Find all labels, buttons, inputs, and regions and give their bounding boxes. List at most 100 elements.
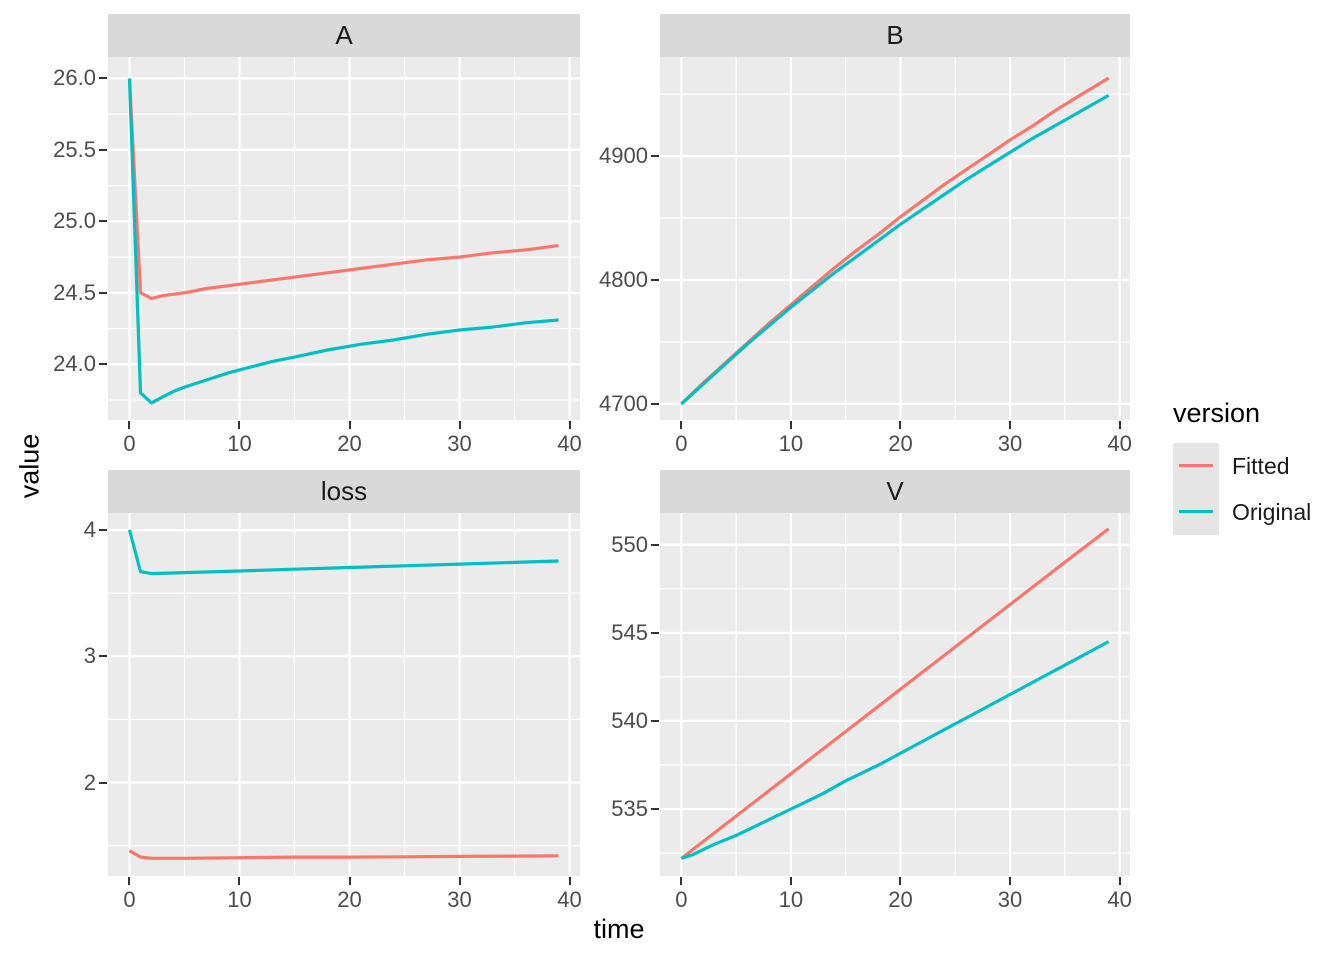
x-tick-label: 40 (1107, 887, 1132, 912)
x-tick-label: 30 (447, 887, 472, 912)
x-tick-mark (1118, 421, 1121, 429)
panel-background (108, 57, 580, 420)
legend-label-original: Original (1232, 498, 1312, 525)
x-tick-mark (899, 877, 902, 885)
series-line-original (127, 78, 559, 405)
fitted-line-swatch (1179, 464, 1213, 467)
x-tick-label: 0 (123, 431, 136, 456)
x-tick-label: 10 (778, 887, 804, 912)
legend-item-original: Original (1173, 489, 1311, 535)
facet-panel-b: B (660, 14, 1130, 420)
plot-area-loss (108, 513, 580, 876)
legend-key-original (1173, 489, 1219, 535)
y-tick-mark (651, 808, 659, 811)
legend-key-fitted (1173, 443, 1219, 489)
x-tick-mark (680, 877, 683, 885)
x-tick-label: 30 (997, 431, 1023, 456)
x-tick-label: 0 (123, 887, 136, 912)
series-line-original (680, 640, 1110, 860)
x-tick-label: 40 (557, 431, 582, 456)
series-line-fitted (127, 78, 559, 301)
facet-strip-b: B (660, 14, 1130, 57)
y-tick-label: 2 (83, 769, 96, 795)
y-tick-mark (99, 529, 107, 532)
x-tick-mark (348, 421, 351, 429)
legend-label-fitted: Fitted (1232, 452, 1290, 479)
x-tick-label: 40 (557, 887, 582, 912)
y-tick-label: 3 (83, 643, 96, 669)
y-tick-label: 25.5 (53, 136, 96, 162)
x-tick-mark (899, 421, 902, 429)
x-tick-mark (348, 877, 351, 885)
x-tick-mark (568, 421, 571, 429)
x-tick-label: 20 (888, 431, 913, 456)
x-tick-mark (128, 877, 131, 885)
x-tick-label: 0 (675, 431, 688, 456)
x-tick-label: 30 (447, 431, 472, 456)
x-tick-mark (1118, 877, 1121, 885)
x-tick-mark (568, 877, 571, 885)
x-tick-mark (789, 421, 792, 429)
plot-area-a (108, 57, 580, 420)
x-tick-mark (1009, 877, 1012, 885)
y-tick-mark (651, 279, 659, 281)
y-tick-mark (99, 220, 107, 223)
y-tick-mark (651, 402, 659, 405)
series-line-fitted (128, 849, 559, 860)
y-tick-mark (651, 155, 659, 158)
x-tick-label: 0 (675, 887, 688, 912)
y-tick-mark (99, 148, 107, 151)
series-line-original (127, 529, 559, 576)
y-tick-label: 26.0 (53, 65, 96, 91)
y-tick-mark (651, 631, 659, 634)
panel-background (660, 57, 1130, 420)
x-tick-mark (458, 421, 461, 429)
facet-strip-v: V (660, 470, 1130, 513)
x-tick-label: 20 (337, 887, 362, 912)
original-line-swatch (1179, 510, 1213, 513)
legend-title: version (1173, 398, 1261, 428)
y-tick-mark (99, 655, 107, 658)
y-tick-mark (651, 719, 659, 722)
legend: version Fitted Original (1173, 398, 1311, 535)
y-tick-label: 550 (611, 531, 648, 557)
y-axis-title: value (14, 433, 45, 499)
y-tick-mark (99, 781, 107, 784)
y-tick-label: 24.0 (53, 351, 96, 377)
x-tick-mark (1009, 421, 1012, 429)
plot-area-v (660, 513, 1130, 876)
x-tick-label: 10 (227, 887, 252, 912)
facet-strip-a: A (108, 14, 580, 57)
y-tick-mark (99, 291, 107, 294)
y-tick-mark (99, 363, 107, 366)
legend-item-fitted: Fitted (1173, 443, 1311, 489)
x-tick-label: 40 (1107, 431, 1132, 456)
facet-panel-v: V (660, 470, 1130, 876)
x-axis-title: time (593, 914, 645, 944)
y-tick-label: 4800 (599, 267, 648, 292)
x-tick-mark (128, 421, 131, 429)
facet-panel-loss: loss (108, 470, 580, 876)
x-tick-mark (789, 877, 792, 885)
x-tick-label: 10 (227, 431, 252, 456)
y-tick-mark (651, 543, 659, 546)
facet-panel-a: A (108, 14, 580, 420)
y-tick-label: 4700 (599, 390, 648, 416)
x-tick-mark (458, 877, 461, 885)
y-tick-label: 545 (611, 619, 648, 645)
x-tick-mark (238, 877, 241, 885)
x-tick-label: 20 (888, 887, 913, 912)
y-tick-label: 540 (611, 707, 648, 733)
x-tick-mark (238, 421, 241, 429)
x-tick-label: 30 (997, 887, 1023, 912)
facet-strip-loss: loss (108, 470, 580, 513)
y-tick-label: 535 (611, 796, 648, 822)
x-tick-mark (680, 421, 683, 429)
series-line-original (680, 94, 1110, 406)
y-tick-label: 4 (83, 517, 96, 543)
y-tick-mark (99, 77, 107, 80)
y-tick-label: 4900 (599, 143, 648, 169)
plot-area-b (660, 57, 1130, 420)
series-line-fitted (680, 527, 1110, 860)
